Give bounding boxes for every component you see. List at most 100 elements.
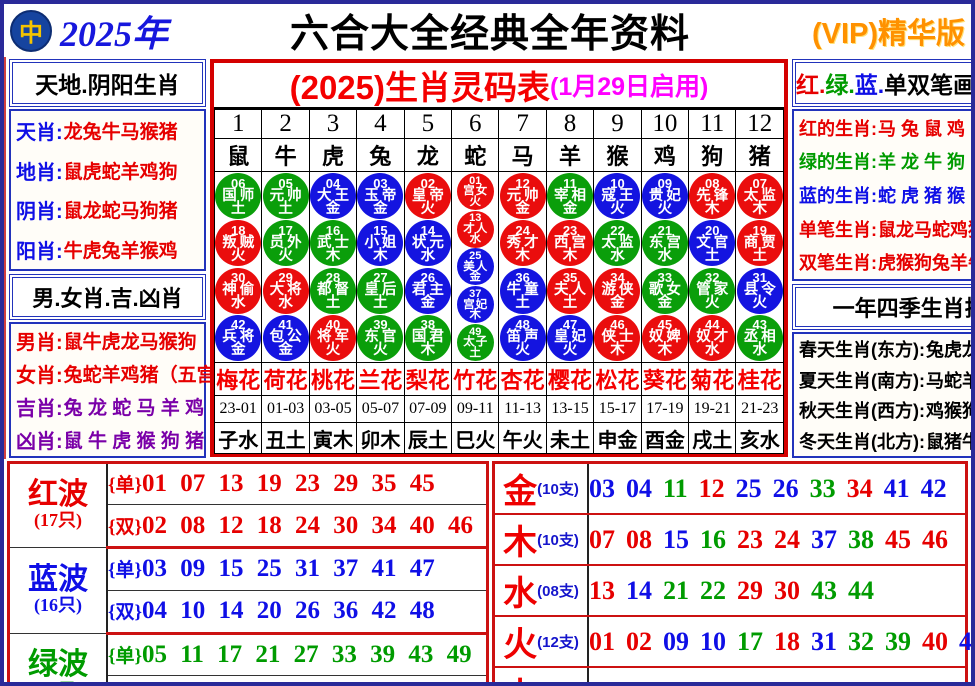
circle-number: 27 (373, 270, 388, 286)
element-number: 21 (663, 575, 689, 605)
circle-element: 火 (657, 200, 673, 217)
circle-element: 金 (562, 200, 578, 217)
role-circle: 35 夫人土 (547, 267, 594, 314)
role-circle: 05 元帅土 (262, 173, 309, 220)
element-number: 14 (626, 575, 652, 605)
element-number: 26 (772, 473, 799, 503)
sidebar-row-label: 单笔生肖: (799, 219, 877, 240)
element-number: 09 (663, 626, 689, 656)
element-name: 土 (503, 677, 537, 682)
flower-cell: 桃花 (308, 362, 358, 396)
sidebar-row-label: 凶肖: (16, 431, 63, 453)
earthly-branch-cell: 酉金 (640, 422, 690, 454)
circle-role: 宫妃 (463, 298, 489, 311)
vip-badge: (VIP)精华版 (811, 17, 965, 50)
element-number: 29 (737, 575, 763, 605)
circle-role: 太监 (743, 187, 779, 204)
circle-element: 火 (325, 342, 341, 359)
circle-element: 水 (469, 233, 481, 246)
circle-role: 秀才 (506, 234, 542, 251)
element-numbers: 010209101718313239404748 (588, 616, 971, 668)
hour-range-cell: 11-13 (498, 395, 547, 423)
sidebar-row-value: 龙兔牛马猴猪 (63, 122, 178, 144)
element-label: 土(09支) (495, 667, 589, 682)
sidebar-row-label: 春天生肖(东方): (799, 340, 925, 361)
zodiac-cell: 马 (498, 138, 547, 172)
circle-role: 太监 (601, 234, 637, 251)
left-box2-header: 男.女肖.吉.凶肖 (9, 274, 206, 320)
role-circle: 01 宫女火 (456, 172, 494, 210)
sidebar-row-value: 鼠虎蛇羊鸡狗 (63, 161, 178, 183)
role-circle: 45 奴婢木 (641, 314, 688, 361)
hour-range-cell: 05-07 (356, 395, 405, 423)
circle-role: 将军 (317, 329, 353, 346)
element-row: 金(10支) 03 04 11 12 25 26 33 34 41 42 (495, 464, 965, 515)
element-name: 火 (503, 626, 538, 664)
hour-range-cell: 17-19 (640, 395, 690, 423)
sidebar-row-label: 蓝的生肖: (799, 185, 877, 206)
element-number: 30 (774, 575, 800, 605)
sidebar-row-value: 鼠牛虎龙马猴狗 (63, 332, 197, 353)
hour-range-cell: 15-17 (593, 395, 642, 423)
sidebar-row-label: 阴肖: (16, 201, 63, 224)
column-number-cell: 9 (593, 109, 642, 139)
sidebar-row-label: 阳肖: (16, 240, 63, 263)
sidebar-row: 秋天生肖(西方): 鸡猴狗 (799, 397, 971, 423)
circle-role: 员外 (269, 234, 305, 251)
sidebar-row-label: 男肖: (16, 332, 63, 354)
circle-number: 04 (325, 175, 341, 191)
wave-row: 红波 (17只) {单}01 07 13 19 23 29 35 45 (10, 464, 486, 548)
hour-range-cell: 09-11 (451, 395, 500, 423)
role-circle: 47 皇妃火 (547, 314, 594, 361)
element-number: 43 (811, 575, 837, 605)
element-number: 12 (698, 473, 725, 503)
circle-role: 状元 (411, 234, 447, 251)
column-number-row: 1 2 3 4 5 6 7 8 9 10 11 12 (213, 109, 784, 139)
circle-role: 牛童 (506, 282, 542, 299)
circle-number: 17 (278, 222, 293, 238)
sidebar-row: 单笔生肖:鼠龙马蛇鸡猪 (799, 216, 971, 242)
role-circle: 18 叛贼火 (215, 220, 262, 267)
element-row: 火(12支)010209101718313239404748 (495, 616, 971, 668)
sidebar-row-label: 夏天生肖(南方): (799, 370, 925, 391)
role-circle: 13 才人水 (456, 210, 494, 248)
circle-element: 金 (230, 342, 246, 359)
element-number: 06 (626, 678, 652, 683)
circle-role: 文官 (696, 234, 732, 251)
circle-role: 皇帝 (411, 187, 447, 204)
circle-number: 23 (562, 222, 578, 238)
sidebar-row-value: 马蛇羊 (925, 370, 975, 391)
earthly-branch-cell: 申金 (593, 422, 642, 454)
right-box1-header-part: 绿. (825, 72, 855, 98)
circle-element: 木 (469, 309, 481, 322)
flower-cell: 兰花 (356, 362, 405, 396)
element-number: 10 (700, 626, 726, 656)
circle-number: 48 (515, 317, 530, 333)
circle-number: 34 (610, 270, 625, 286)
circle-role: 先锋 (696, 187, 732, 204)
role-circle: 37 宫妃木 (456, 286, 494, 324)
element-row: 土(09支)05 06 19 20 27 28 35 36 49 (495, 667, 965, 683)
circle-role: 奴婢 (648, 329, 684, 346)
circle-column-cell: 05 元帅土 17 员外火 29 大将水 41 包公金 (261, 171, 310, 363)
wave-name: 蓝波 (28, 563, 88, 597)
parity-tag: {单} (108, 475, 142, 497)
element-number: 01 (589, 626, 615, 656)
table-title-main: (2025)生肖灵码表 (289, 69, 550, 106)
circle-column-cell: 08 先锋木 20 文官土 32 管家火 44 奴才水 (688, 171, 737, 363)
circle-role: 皇后 (364, 282, 400, 299)
element-number: 05 (589, 678, 615, 683)
five-elements-panel: 金(10支) 03 04 11 12 25 26 33 34 41 42 木(10支) 07 08 15 16… (492, 461, 971, 683)
sidebar-row: 双笔生肖:虎猴狗兔羊牛 (799, 249, 971, 275)
sidebar-row-value: 鼠龙马蛇鸡猪 (878, 219, 971, 240)
element-number: 31 (811, 626, 837, 656)
circle-number: 26 (420, 270, 436, 286)
hour-range-cell: 13-15 (545, 395, 595, 423)
element-number: 23 (737, 524, 763, 554)
circle-role: 侠士 (601, 329, 637, 346)
circle-number: 25 (469, 250, 482, 263)
element-number: 32 (848, 626, 874, 656)
circle-number: 07 (752, 175, 767, 191)
sidebar-row-value: 兔蛇羊鸡猪（五宫） (63, 365, 235, 386)
flower-cell: 竹花 (451, 362, 500, 396)
